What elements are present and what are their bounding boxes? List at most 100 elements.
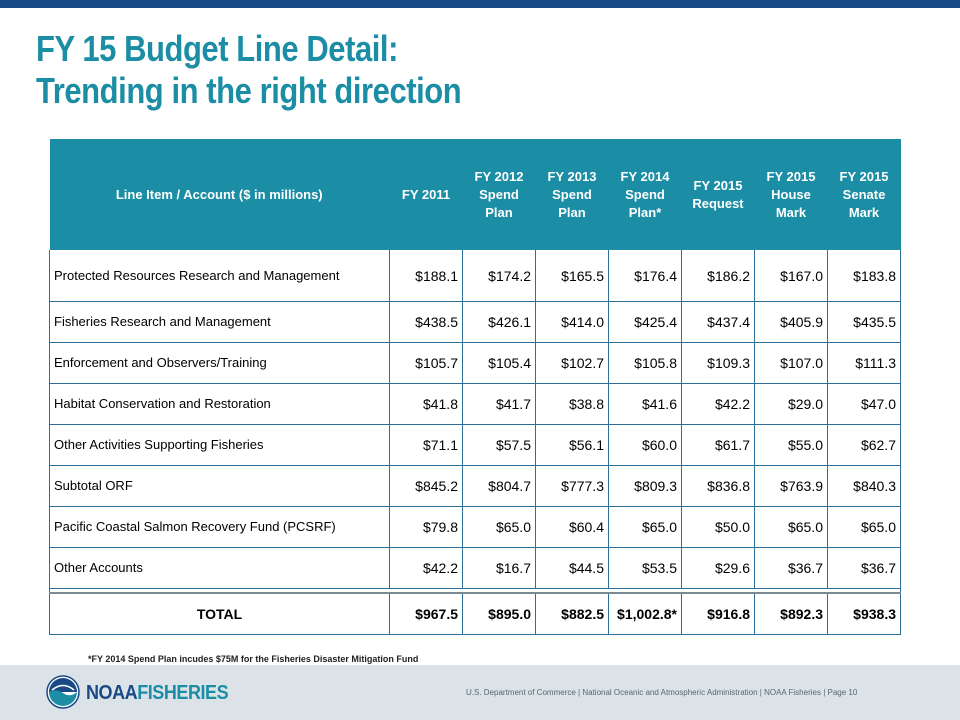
row-value: $61.7 [681, 424, 755, 466]
table-row: Habitat Conservation and Restoration $41.… [49, 383, 901, 425]
row-label: Other Accounts [49, 547, 390, 589]
row-value: $60.0 [608, 424, 682, 466]
row-value: $437.4 [681, 301, 755, 343]
column-header: FY 2015 House Mark [754, 139, 828, 250]
total-separator [49, 588, 901, 594]
row-value: $79.8 [389, 506, 463, 548]
column-header: Line Item / Account ($ in millions) [49, 139, 390, 250]
row-value: $109.3 [681, 342, 755, 384]
row-value: $167.0 [754, 250, 828, 302]
row-label: Enforcement and Observers/Training [49, 342, 390, 384]
noaa-logo-icon [46, 675, 80, 709]
page-title-line2: Trending in the right direction [36, 70, 462, 111]
row-label: Fisheries Research and Management [49, 301, 390, 343]
row-value: $105.8 [608, 342, 682, 384]
row-value: $176.4 [608, 250, 682, 302]
top-accent-bar [0, 0, 960, 8]
row-value: $105.7 [389, 342, 463, 384]
row-value: $65.0 [827, 506, 901, 548]
row-value: $102.7 [535, 342, 609, 384]
footnote: *FY 2014 Spend Plan incudes $75M for the… [88, 654, 419, 664]
page-title: FY 15 Budget Line Detail: Trending in th… [36, 28, 462, 112]
total-row: TOTAL $967.5 $895.0 $882.5 $1,002.8* $916.8 $8… [49, 593, 901, 635]
table-row: Other Activities Supporting Fisheries $71… [49, 424, 901, 466]
row-value: $414.0 [535, 301, 609, 343]
column-header: FY 2015 Request [681, 139, 755, 250]
row-value: $65.0 [462, 506, 536, 548]
row-value: $53.5 [608, 547, 682, 589]
row-value: $840.3 [827, 465, 901, 507]
row-value: $892.3 [754, 593, 828, 635]
row-value: $41.6 [608, 383, 682, 425]
row-value: $183.8 [827, 250, 901, 302]
row-value: $165.5 [535, 250, 609, 302]
row-value: $36.7 [754, 547, 828, 589]
table-row: Other Accounts $42.2 $16.7 $44.5 $53.5 $29.6 $… [49, 547, 901, 589]
row-label: TOTAL [49, 593, 390, 635]
table-header-row: Line Item / Account ($ in millions) FY 2… [49, 139, 901, 250]
row-value: $62.7 [827, 424, 901, 466]
row-value: $425.4 [608, 301, 682, 343]
row-value: $845.2 [389, 465, 463, 507]
row-label: Pacific Coastal Salmon Recovery Fund (PC… [49, 506, 390, 548]
page-title-line1: FY 15 Budget Line Detail: [36, 28, 398, 69]
column-header: FY 2014 Spend Plan* [608, 139, 682, 250]
row-value: $65.0 [608, 506, 682, 548]
row-value: $47.0 [827, 383, 901, 425]
footer-bar [0, 665, 960, 720]
budget-table: Line Item / Account ($ in millions) FY 2… [49, 139, 901, 635]
column-header: FY 2013 Spend Plan [535, 139, 609, 250]
row-value: $405.9 [754, 301, 828, 343]
row-label: Other Activities Supporting Fisheries [49, 424, 390, 466]
row-value: $426.1 [462, 301, 536, 343]
row-value: $105.4 [462, 342, 536, 384]
row-value: $55.0 [754, 424, 828, 466]
row-value: $42.2 [389, 547, 463, 589]
row-value: $188.1 [389, 250, 463, 302]
table-row: Subtotal ORF $845.2 $804.7 $777.3 $809.3 $836… [49, 465, 901, 507]
row-value: $895.0 [462, 593, 536, 635]
brand-wordmark: NOAAFISHERIES [86, 682, 229, 705]
row-value: $111.3 [827, 342, 901, 384]
row-value: $804.7 [462, 465, 536, 507]
column-header: FY 2015 Senate Mark [827, 139, 901, 250]
table-row: Fisheries Research and Management $438.5 $… [49, 301, 901, 343]
row-value: $36.7 [827, 547, 901, 589]
row-value: $56.1 [535, 424, 609, 466]
row-value: $38.8 [535, 383, 609, 425]
row-value: $836.8 [681, 465, 755, 507]
column-header: FY 2012 Spend Plan [462, 139, 536, 250]
row-value: $1,002.8* [608, 593, 682, 635]
row-value: $29.6 [681, 547, 755, 589]
table-row: Pacific Coastal Salmon Recovery Fund (PC… [49, 506, 901, 548]
row-value: $41.7 [462, 383, 536, 425]
separator-cell [49, 588, 901, 594]
row-value: $29.0 [754, 383, 828, 425]
row-value: $107.0 [754, 342, 828, 384]
brand-noaa: NOAA [86, 682, 138, 704]
row-value: $438.5 [389, 301, 463, 343]
row-value: $882.5 [535, 593, 609, 635]
row-value: $44.5 [535, 547, 609, 589]
row-value: $435.5 [827, 301, 901, 343]
row-value: $50.0 [681, 506, 755, 548]
row-label: Habitat Conservation and Restoration [49, 383, 390, 425]
row-value: $916.8 [681, 593, 755, 635]
column-header: FY 2011 [389, 139, 463, 250]
row-value: $42.2 [681, 383, 755, 425]
row-value: $71.1 [389, 424, 463, 466]
row-label: Protected Resources Research and Managem… [49, 250, 390, 302]
table-row: Enforcement and Observers/Training $105.7… [49, 342, 901, 384]
row-value: $174.2 [462, 250, 536, 302]
row-value: $60.4 [535, 506, 609, 548]
row-value: $777.3 [535, 465, 609, 507]
row-value: $186.2 [681, 250, 755, 302]
row-value: $65.0 [754, 506, 828, 548]
row-value: $41.8 [389, 383, 463, 425]
row-value: $16.7 [462, 547, 536, 589]
row-value: $763.9 [754, 465, 828, 507]
row-label: Subtotal ORF [49, 465, 390, 507]
row-value: $809.3 [608, 465, 682, 507]
footer-credits: U.S. Department of Commerce | National O… [466, 688, 858, 697]
table-row: Protected Resources Research and Managem… [49, 250, 901, 302]
